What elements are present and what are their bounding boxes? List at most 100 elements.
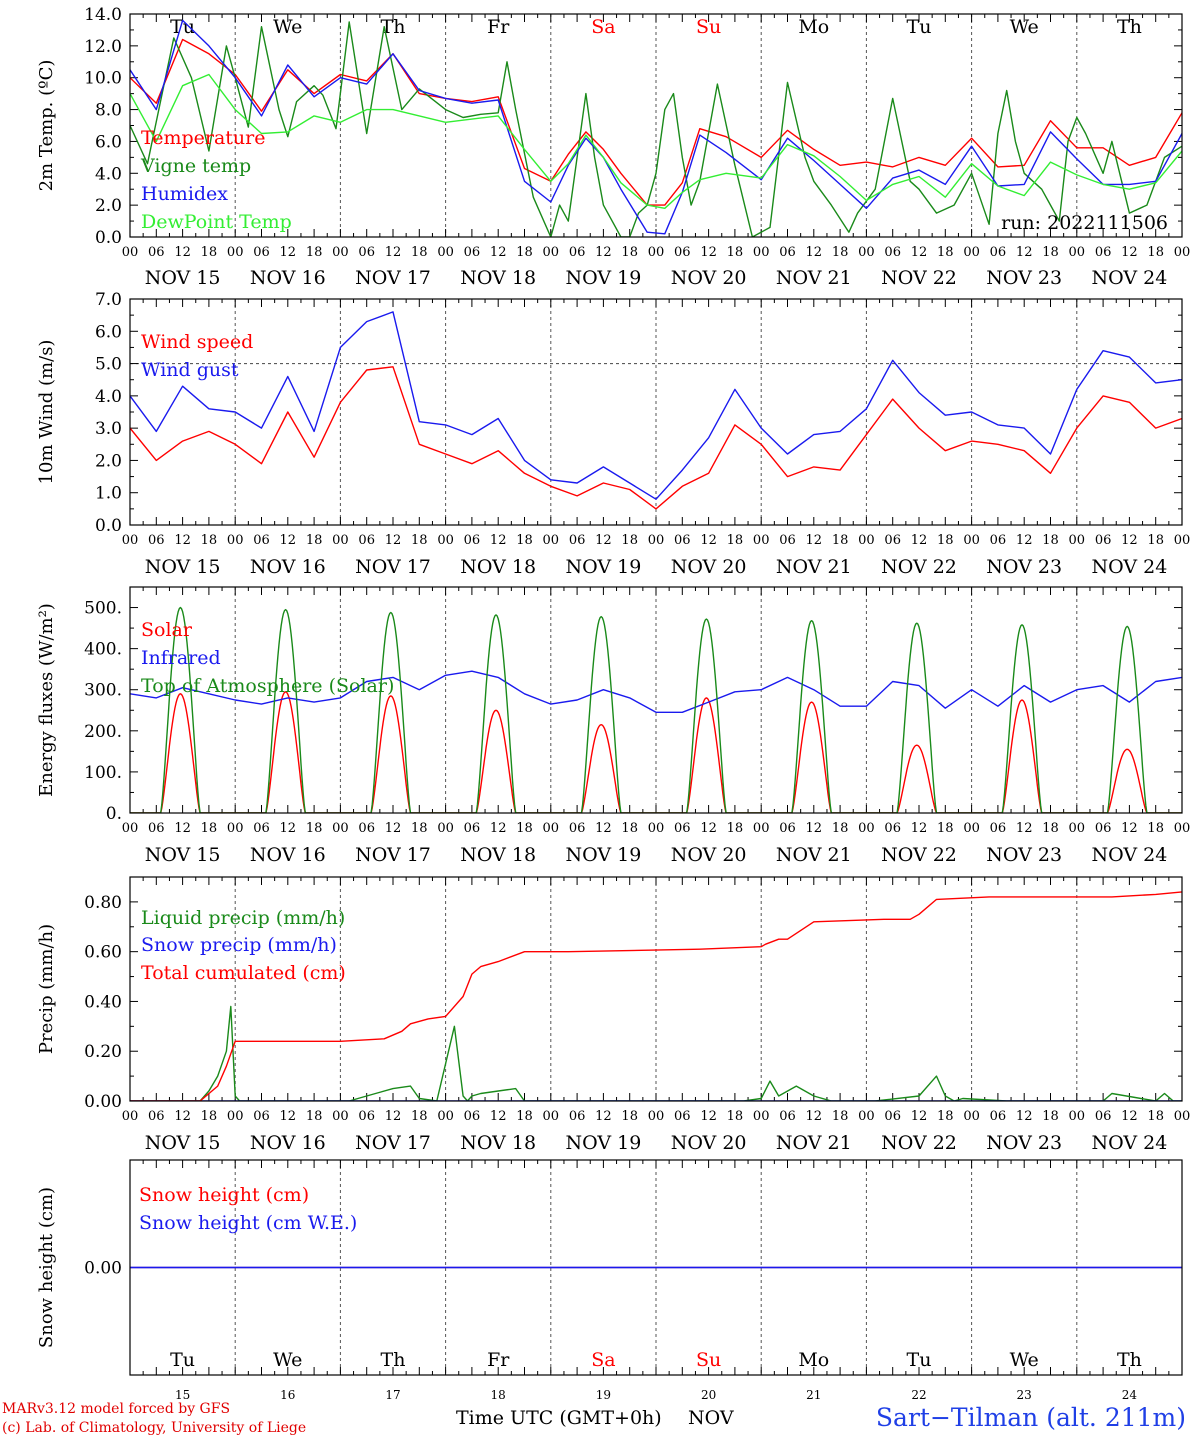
- hour-tick-label: 12: [595, 245, 612, 260]
- legend-entry: Liquid precip (mm/h): [141, 907, 345, 929]
- hour-tick-label: 12: [700, 245, 717, 260]
- hour-tick-label: 18: [1042, 821, 1059, 836]
- hour-tick-label: 12: [1016, 821, 1033, 836]
- hour-tick-label: 18: [727, 821, 744, 836]
- station-name: Sart−Tilman (alt. 211m): [875, 1403, 1186, 1432]
- series-group: [130, 19, 1182, 237]
- hour-tick-label: 00: [963, 533, 980, 548]
- y-tick-label: 5.0: [95, 355, 122, 375]
- day-number: 23: [1017, 1388, 1032, 1402]
- hour-tick-label: 18: [1042, 245, 1059, 260]
- day-label: NOV 21: [776, 1132, 852, 1154]
- hour-tick-label: 18: [937, 533, 954, 548]
- hour-tick-label: 12: [280, 821, 297, 836]
- y-tick-label: 0.0: [95, 228, 122, 248]
- series-line-energy-1: [130, 670, 1182, 713]
- series-line-energy-2: [130, 606, 1182, 813]
- weekday-label: Mo: [798, 1349, 829, 1371]
- hour-tick-label: 12: [174, 1109, 191, 1124]
- hour-tick-label: 18: [516, 533, 533, 548]
- hour-tick-label: 06: [358, 1109, 375, 1124]
- weekday-label: We: [273, 16, 302, 38]
- y-tick-label: 10.0: [84, 69, 122, 89]
- day-label: NOV 20: [671, 1132, 747, 1154]
- panel-wind: 0.0 1.0 2.0 3.0 4.0 5.0 6.0 7.0 00 06 12 18 NOV 15 00…: [36, 290, 1190, 578]
- hour-tick-label: 06: [1095, 245, 1112, 260]
- hour-tick-label: 12: [595, 821, 612, 836]
- hour-tick-label: 12: [806, 1109, 823, 1124]
- hour-tick-label: 18: [1042, 1109, 1059, 1124]
- y-tick-label: 0.80: [84, 893, 122, 913]
- panel-snow: 0.00 Tu 15 We 16 Th 17 Fr 18 Sa 19 Su 20 Mo 21 Tu 22 We 23…: [36, 1159, 1183, 1402]
- hour-tick-label: 18: [201, 1109, 218, 1124]
- weekday-label: We: [1010, 1349, 1039, 1371]
- day-number: 24: [1122, 1388, 1138, 1402]
- series-line-precip-0: [130, 1005, 1182, 1101]
- day-label: NOV 22: [881, 844, 957, 866]
- day-label: NOV 20: [671, 556, 747, 578]
- hour-tick-label: 18: [306, 821, 323, 836]
- series-line-precip-2: [130, 891, 1182, 1101]
- weekday-label: Th: [381, 16, 406, 38]
- hour-tick-label: 00: [1069, 821, 1086, 836]
- day-label: NOV 19: [565, 556, 641, 578]
- hour-tick-label: 06: [990, 533, 1007, 548]
- hour-tick-label: 18: [516, 1109, 533, 1124]
- day-label: NOV 18: [460, 844, 536, 866]
- hour-tick-label: 18: [1147, 1109, 1164, 1124]
- hour-tick-label: 00: [437, 821, 454, 836]
- hour-tick-label: 06: [1095, 1109, 1112, 1124]
- day-label: NOV 22: [881, 267, 957, 289]
- hour-tick-label: 00: [122, 1109, 139, 1124]
- day-label: NOV 24: [1091, 556, 1167, 578]
- series-group: [130, 891, 1182, 1101]
- hour-tick-label: 06: [464, 821, 481, 836]
- hour-tick-label: 18: [306, 533, 323, 548]
- day-label: NOV 17: [355, 267, 431, 289]
- weekday-label: Tu: [170, 16, 195, 38]
- y-tick-label: 0.20: [84, 1042, 122, 1062]
- hour-tick-label: 18: [832, 821, 849, 836]
- day-label: NOV 19: [565, 1132, 641, 1154]
- legend-entry: Total cumulated (cm): [141, 962, 346, 984]
- y-tick-label: 0.: [106, 804, 122, 824]
- day-label: NOV 15: [145, 556, 221, 578]
- hour-tick-label: 12: [1016, 1109, 1033, 1124]
- day-label: NOV 19: [565, 844, 641, 866]
- hour-tick-label: 06: [358, 533, 375, 548]
- day-number: 22: [911, 1388, 926, 1402]
- hour-tick-label: 12: [700, 821, 717, 836]
- weekday-label: Tu: [907, 1349, 932, 1371]
- hour-tick-label: 06: [358, 245, 375, 260]
- hour-tick-label: 00: [648, 533, 665, 548]
- hour-tick-label: 00: [1069, 533, 1086, 548]
- hour-tick-label: 00: [437, 1109, 454, 1124]
- legend-entry: Snow height (cm W.E.): [139, 1212, 357, 1234]
- hour-tick-label: 06: [779, 821, 796, 836]
- hour-tick-label: 00: [963, 821, 980, 836]
- day-label: NOV 19: [565, 267, 641, 289]
- hour-tick-label: 12: [280, 1109, 297, 1124]
- hour-tick-label: 00: [858, 821, 875, 836]
- hour-tick-label: 00: [227, 533, 244, 548]
- hour-tick-label: 06: [990, 821, 1007, 836]
- legend-entry: Top of Atmosphere (Solar): [141, 675, 394, 697]
- hour-tick-label: 18: [621, 533, 638, 548]
- hour-tick-label: 06: [464, 245, 481, 260]
- hour-tick-label: 06: [253, 245, 270, 260]
- weekday-label: Sa: [591, 1349, 615, 1371]
- hour-tick-label: 12: [490, 821, 507, 836]
- y-tick-label: 4.0: [95, 164, 122, 184]
- weekday-label: We: [273, 1349, 302, 1371]
- hour-tick-label: 06: [674, 1109, 691, 1124]
- weekday-label: Th: [1117, 1349, 1142, 1371]
- hour-tick-label: 12: [911, 821, 928, 836]
- hour-tick-label: 06: [990, 1109, 1007, 1124]
- day-number: 17: [385, 1388, 400, 1402]
- day-label: NOV 18: [460, 1132, 536, 1154]
- hour-tick-label: 12: [1016, 245, 1033, 260]
- y-tick-label: 2.0: [95, 451, 122, 471]
- day-label: NOV 18: [460, 556, 536, 578]
- day-label: NOV 18: [460, 267, 536, 289]
